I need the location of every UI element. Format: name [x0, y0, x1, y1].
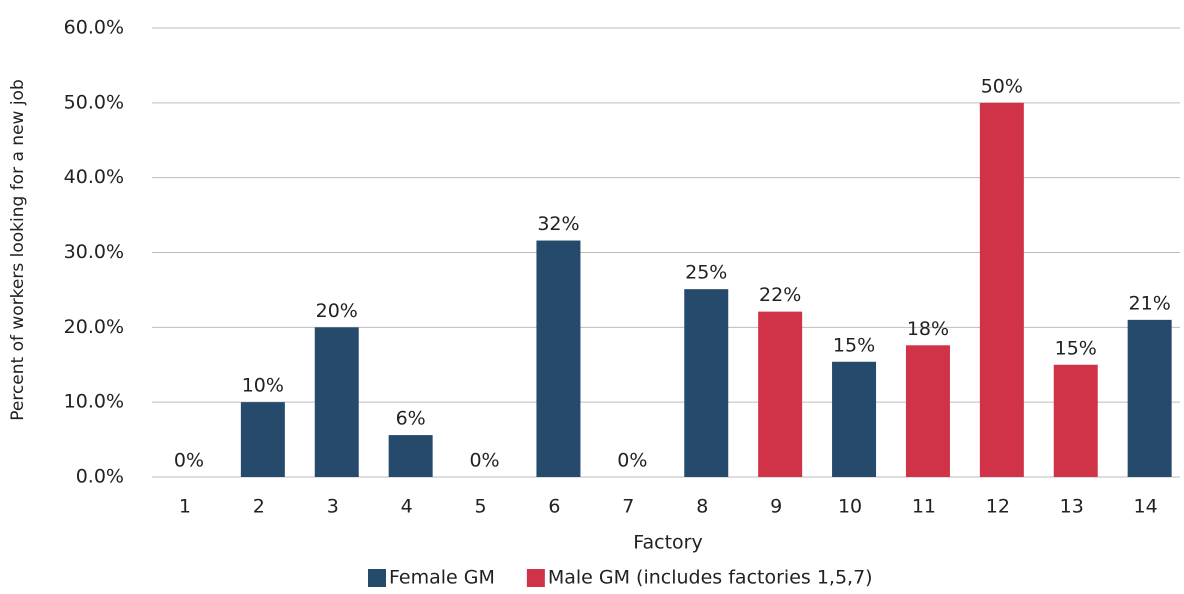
y-tick-label: 50.0%: [64, 91, 124, 113]
bar: [314, 327, 359, 477]
legend-label: Female GM: [389, 567, 495, 589]
data-label: 6%: [396, 408, 426, 430]
data-label: 20%: [316, 300, 358, 322]
data-label: 15%: [833, 334, 875, 356]
bar: [240, 402, 285, 477]
x-tick-label: 7: [622, 496, 634, 518]
data-label: 21%: [1129, 292, 1171, 314]
legend-swatch: [526, 569, 545, 587]
x-tick-label: 8: [696, 496, 708, 518]
x-axis-title: Factory: [633, 532, 702, 554]
data-label: 0%: [469, 450, 499, 472]
legend-swatch: [368, 569, 386, 587]
bar: [1127, 319, 1172, 477]
x-tick-label: 2: [253, 496, 265, 518]
x-tick-label: 14: [1134, 496, 1158, 518]
y-tick-label: 30.0%: [64, 241, 124, 263]
bar: [536, 240, 581, 477]
data-label: 10%: [242, 375, 284, 397]
data-label: 50%: [981, 75, 1023, 97]
x-tick-label: 5: [475, 496, 487, 518]
bar: [388, 435, 433, 477]
x-tick-label: 12: [986, 496, 1010, 518]
bar: [979, 102, 1024, 477]
data-label: 0%: [174, 450, 204, 472]
bar: [905, 345, 950, 477]
x-tick-label: 6: [548, 496, 560, 518]
x-tick-label: 3: [327, 496, 339, 518]
bar: [684, 289, 729, 477]
data-label: 25%: [685, 262, 727, 284]
y-tick-label: 60.0%: [64, 17, 124, 39]
data-label: 32%: [537, 213, 579, 235]
y-tick-label: 0.0%: [76, 466, 124, 488]
y-tick-label: 40.0%: [64, 166, 124, 188]
data-label: 0%: [617, 450, 647, 472]
data-label: 15%: [1055, 337, 1097, 359]
x-tick-label: 11: [912, 496, 936, 518]
x-tick-label: 9: [770, 496, 782, 518]
data-label: 18%: [907, 318, 949, 340]
x-tick-label: 1: [179, 496, 191, 518]
x-tick-label: 10: [838, 496, 862, 518]
y-tick-label: 20.0%: [64, 316, 124, 338]
y-axis-title: Percent of workers looking for a new job: [8, 79, 28, 421]
x-tick-label: 4: [401, 496, 413, 518]
y-tick-label: 10.0%: [64, 391, 124, 413]
legend-label: Male GM (includes factories 1,5,7): [548, 567, 873, 589]
x-tick-label: 13: [1060, 496, 1084, 518]
bar: [832, 361, 877, 477]
data-label: 22%: [759, 284, 801, 306]
bar: [758, 311, 803, 477]
bar: [1053, 364, 1098, 477]
